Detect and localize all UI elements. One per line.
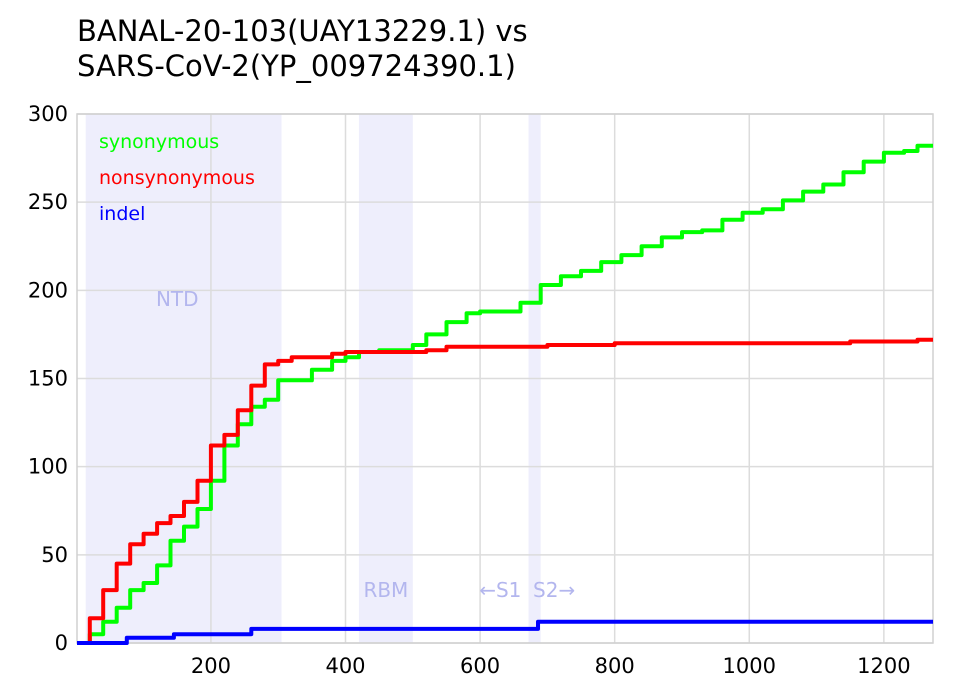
series-line-nonsynonymous — [77, 337, 933, 645]
series-lines — [77, 143, 933, 645]
y-tick-label: 150 — [28, 367, 68, 391]
legend-entry-nonsynonymous: nonsynonymous — [99, 167, 255, 189]
axes: 0 50 100 150 200 250 300 200 400 600 800 1000 1200 — [28, 102, 934, 678]
series-line-indel — [77, 619, 933, 645]
legend-entry-synonymous: synonymous — [99, 131, 219, 153]
y-tick-label: 100 — [28, 455, 68, 479]
legend-entry-indel: indel — [99, 203, 145, 225]
x-tick-label: 800 — [595, 654, 635, 678]
y-tick-label: 50 — [41, 543, 68, 567]
legend: synonymous nonsynonymous indel — [99, 131, 255, 225]
x-tick-label: 1200 — [857, 654, 910, 678]
x-tick-label: 400 — [325, 654, 365, 678]
region-label: S2→ — [533, 578, 575, 602]
y-tick-label: 300 — [28, 102, 68, 126]
y-tick-label: 250 — [28, 190, 68, 214]
x-tick-label: 1000 — [723, 654, 776, 678]
region-label: NTD — [156, 287, 199, 311]
region-label: RBM — [363, 578, 408, 602]
y-tick-label: 200 — [28, 278, 68, 302]
x-tick-label: 600 — [460, 654, 500, 678]
region-label: ←S1 — [479, 578, 521, 602]
chart-title: BANAL-20-103(UAY13229.1) vs SARS-CoV-2(Y… — [77, 14, 528, 83]
region-labels: NTD RBM ←S1 S2→ — [156, 287, 575, 602]
series-line-synonymous — [77, 143, 933, 645]
y-tick-label: 0 — [55, 631, 68, 655]
x-tick-label: 200 — [191, 654, 231, 678]
plot-frame — [76, 113, 934, 644]
